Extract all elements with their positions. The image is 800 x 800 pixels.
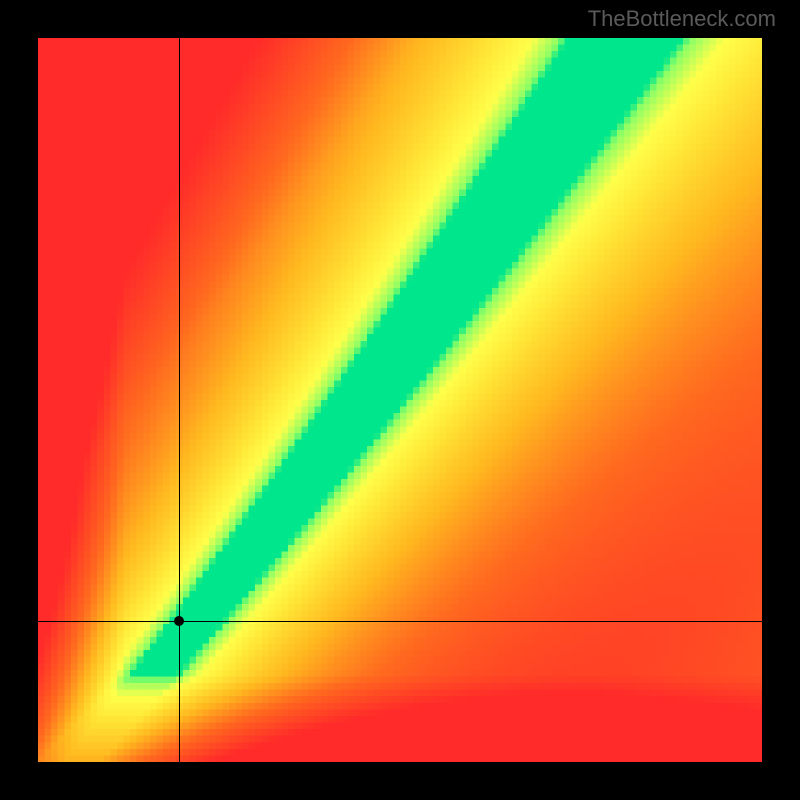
crosshair-vertical-line bbox=[179, 38, 180, 762]
crosshair-horizontal-line bbox=[38, 621, 762, 622]
crosshair-marker-dot bbox=[174, 616, 184, 626]
heatmap-canvas bbox=[38, 38, 762, 762]
heatmap-plot-area bbox=[38, 38, 762, 762]
watermark-text: TheBottleneck.com bbox=[588, 6, 776, 32]
